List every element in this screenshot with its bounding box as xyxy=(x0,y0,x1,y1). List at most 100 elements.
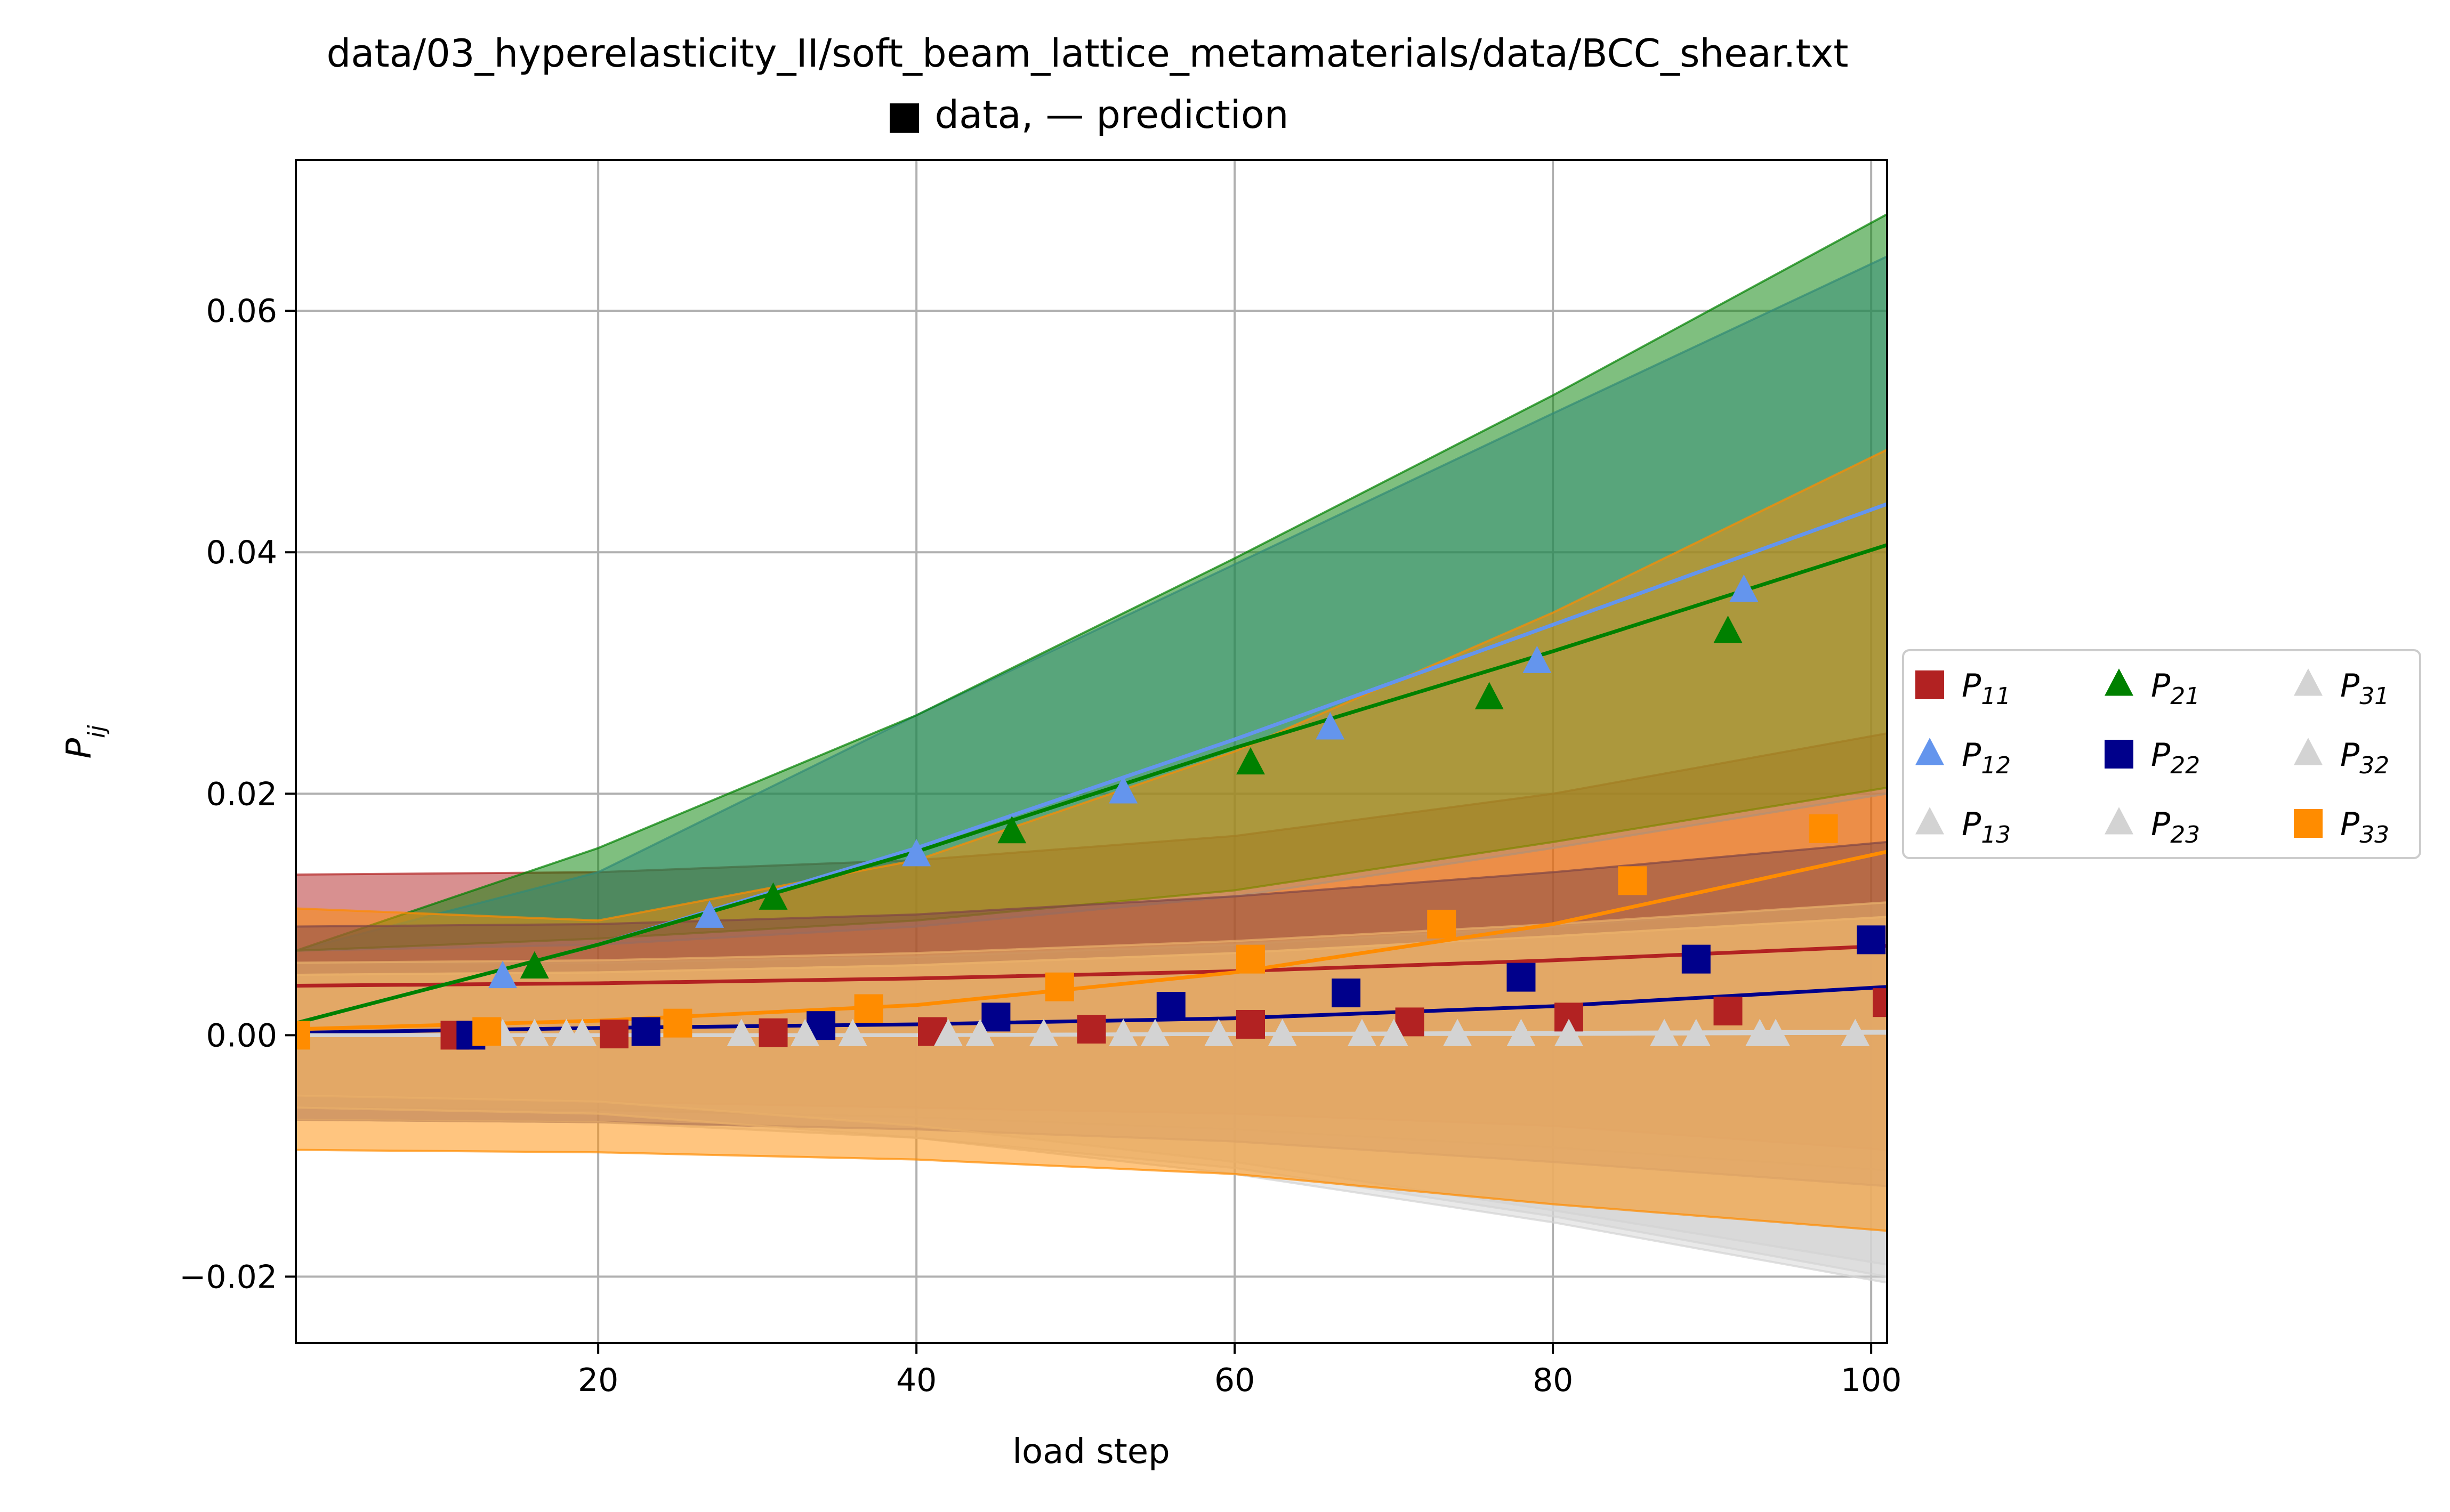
data-point-32 xyxy=(1650,1018,1679,1046)
legend-marker-12 xyxy=(1915,738,1944,765)
data-point-11 xyxy=(1873,988,1887,1017)
data-point-22 xyxy=(1681,944,1711,974)
y-tick-label: −0.02 xyxy=(179,1258,277,1296)
data-point-13 xyxy=(1140,1018,1170,1046)
prediction-line-32 xyxy=(296,1031,1887,1037)
data-point-31 xyxy=(965,1018,995,1046)
legend-label-32: P32 xyxy=(2340,737,2389,779)
x-axis-label: load step xyxy=(1012,1432,1170,1471)
legend: P11 P12 P13 P21 P22 P23 P31 P32 P33 xyxy=(1902,649,2421,859)
data-point-13 xyxy=(1554,1018,1583,1046)
data-point-12 xyxy=(1316,712,1345,740)
data-point-12 xyxy=(695,900,724,928)
data-point-31 xyxy=(1443,1018,1472,1046)
x-tick-label: 100 xyxy=(1841,1362,1902,1399)
data-point-21 xyxy=(1236,747,1265,775)
data-point-22 xyxy=(981,1002,1011,1032)
data-point-12 xyxy=(902,839,931,867)
legend-label-12: P12 xyxy=(1962,737,2011,779)
legend-marker-31 xyxy=(2294,668,2323,696)
data-point-32 xyxy=(1841,1018,1870,1046)
data-point-31 xyxy=(1681,1018,1711,1046)
data-point-21 xyxy=(759,882,788,910)
data-point-11 xyxy=(1077,1015,1106,1044)
data-point-32 xyxy=(1379,1018,1408,1046)
data-point-33 xyxy=(472,1017,502,1046)
data-point-22 xyxy=(1332,979,1361,1008)
data-point-11 xyxy=(1713,997,1743,1026)
data-point-11 xyxy=(759,1018,788,1047)
data-point-23 xyxy=(1506,1018,1536,1046)
data-point-33 xyxy=(1809,814,1838,843)
data-markers xyxy=(296,574,1887,1050)
chart-title: data/03_hyperelasticity_II/soft_beam_lat… xyxy=(327,31,1849,76)
legend-marker-11 xyxy=(1915,670,1944,699)
prediction-line-21 xyxy=(296,543,1887,1025)
data-point-12 xyxy=(1109,776,1138,804)
data-point-11 xyxy=(600,1020,628,1049)
chart-subtitle: ■ data, — prediction xyxy=(886,92,1289,137)
legend-marker-23 xyxy=(2105,807,2133,835)
data-point-22 xyxy=(1506,963,1536,992)
data-point-31 xyxy=(1204,1018,1234,1046)
legend-item-33: P33 xyxy=(2294,806,2389,848)
data-point-23 xyxy=(1745,1018,1775,1046)
data-point-13 xyxy=(1347,1018,1376,1046)
x-tick-label: 20 xyxy=(578,1362,618,1399)
legend-marker-21 xyxy=(2105,668,2133,696)
legend-item-11: P11 xyxy=(1915,667,2011,710)
legend-label-21: P21 xyxy=(2151,667,2200,710)
y-tick-label: 0.00 xyxy=(206,1017,277,1054)
data-point-23 xyxy=(1029,1018,1058,1046)
legend-frame xyxy=(1902,649,2421,859)
legend-label-31: P31 xyxy=(2340,667,2389,710)
data-point-32 xyxy=(1109,1018,1138,1046)
data-point-33 xyxy=(1427,909,1456,939)
legend-label-23: P23 xyxy=(2151,806,2200,848)
legend-item-23: P23 xyxy=(2105,806,2200,848)
legend-label-13: P13 xyxy=(1962,806,2011,848)
legend-item-31: P31 xyxy=(2294,667,2389,710)
data-point-33 xyxy=(296,1021,310,1050)
data-point-23 xyxy=(791,1018,820,1046)
axis-ticks: 20 40 60 80 100 −0.02 0.00 0.02 0.04 0.06 xyxy=(179,293,1901,1399)
y-tick-label: 0.02 xyxy=(206,775,277,813)
data-point-21 xyxy=(1474,682,1504,709)
prediction-line-22 xyxy=(296,985,1887,1035)
data-point-12 xyxy=(1522,645,1552,673)
data-point-21 xyxy=(997,815,1027,844)
data-point-32 xyxy=(568,1018,597,1046)
data-point-22 xyxy=(1156,991,1186,1021)
y-tick-label: 0.06 xyxy=(206,293,277,330)
x-tick-label: 80 xyxy=(1533,1362,1573,1399)
plot-frame xyxy=(295,159,1888,1344)
data-point-33 xyxy=(1618,866,1647,895)
x-tick-label: 60 xyxy=(1214,1362,1255,1399)
legend-item-21: P21 xyxy=(2105,667,2200,710)
data-point-33 xyxy=(663,1008,692,1038)
data-point-33 xyxy=(1045,972,1074,1001)
data-point-33 xyxy=(1236,944,1265,974)
data-point-31 xyxy=(727,1018,756,1046)
legend-marker-33 xyxy=(2294,809,2323,838)
data-point-12 xyxy=(1729,574,1759,602)
y-tick-label: 0.04 xyxy=(206,534,277,571)
plot-area: 20 40 60 80 100 −0.02 0.00 0.02 0.04 0.06 xyxy=(179,159,1901,1399)
legend-item-32: P32 xyxy=(2294,737,2389,779)
data-point-13 xyxy=(520,1018,549,1046)
prediction-line-11 xyxy=(296,944,1887,988)
data-point-12 xyxy=(488,960,518,989)
y-axis-label-text: Pij xyxy=(60,725,110,759)
data-point-21 xyxy=(1713,615,1743,643)
legend-item-12: P12 xyxy=(1915,737,2011,779)
legend-label-33: P33 xyxy=(2340,806,2389,848)
y-axis-label: Pij xyxy=(60,725,110,759)
legend-marker-13 xyxy=(1915,807,1944,835)
legend-marker-32 xyxy=(2294,738,2323,765)
prediction-lines xyxy=(296,502,1887,1037)
data-point-22 xyxy=(631,1017,660,1046)
data-point-32 xyxy=(838,1018,867,1046)
data-point-33 xyxy=(854,994,883,1023)
